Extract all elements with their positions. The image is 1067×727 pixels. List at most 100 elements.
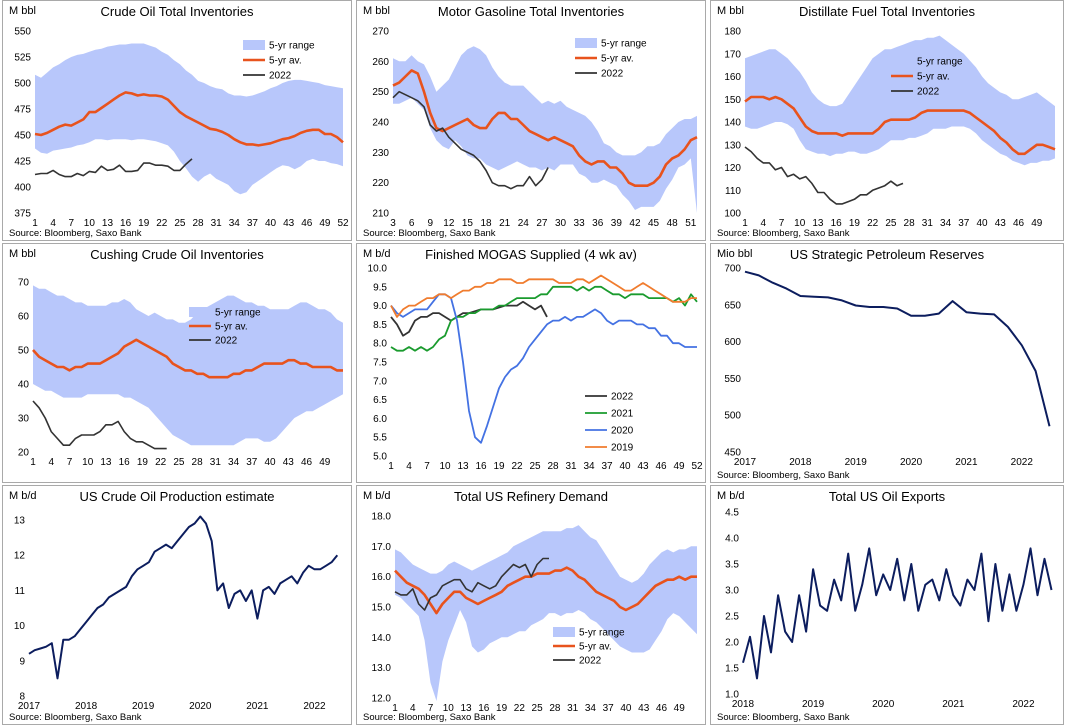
x-tick-label: 46 (301, 218, 313, 229)
x-tick-label: 31 (567, 703, 579, 714)
legend-label: 5-yr range (917, 57, 963, 68)
source-note: Source: Bloomberg, Saxo Bank (9, 712, 144, 723)
x-tick-label: 13 (460, 703, 472, 714)
legend-label: 2022 (579, 656, 602, 667)
y-tick-label: 7.5 (373, 358, 387, 369)
x-tick-label: 37 (601, 461, 613, 472)
x-tick-label: 28 (192, 457, 204, 468)
x-tick-label: 43 (637, 461, 649, 472)
x-tick-label: 13 (102, 218, 114, 229)
x-tick-label: 22 (511, 461, 523, 472)
x-tick-label: 2022 (303, 701, 326, 712)
panel-motor-gasoline: 210 220 230 240 250 260 270 3 6 9 12 15 18 21 24 27 30 33… (356, 0, 706, 241)
series-line (32, 338, 343, 379)
y-tick-label: 12.0 (372, 694, 392, 705)
x-tick-label: 49 (674, 703, 686, 714)
x-tick-label: 19 (496, 703, 508, 714)
y-tick-label: 500 (14, 79, 31, 90)
x-tick-label: 16 (831, 218, 843, 229)
legend-swatch (243, 40, 265, 50)
y-tick-label: 20 (18, 448, 30, 459)
x-tick-label: 10 (443, 703, 455, 714)
y-tick-label: 260 (372, 57, 389, 68)
x-tick-label: 16 (120, 218, 132, 229)
y-tick-label: 3.5 (725, 560, 739, 571)
y-tick-label: 30 (18, 414, 30, 425)
y-tick-label: 600 (724, 337, 741, 348)
y-tick-label: 550 (14, 27, 31, 38)
x-tick-label: 40 (264, 457, 276, 468)
y-tick-label: 9.0 (373, 301, 387, 312)
y-tick-label: 210 (372, 209, 389, 220)
x-tick-label: 43 (283, 218, 295, 229)
y-tick-label: 5.5 (373, 433, 387, 444)
panel-exports: 1.0 1.5 2.0 2.5 3.0 3.5 4.0 4.5 2018 2019 2020 2021… (710, 485, 1064, 725)
legend-label: 5-yr av. (917, 72, 950, 83)
x-tick-label: 31 (922, 218, 934, 229)
x-tick-label: 46 (656, 703, 668, 714)
chart-title: Crude Oil Total Inventories (100, 4, 254, 19)
chart-title: Total US Oil Exports (828, 489, 946, 504)
x-tick-label: 2017 (734, 457, 757, 468)
x-tick-label: 7 (779, 218, 785, 229)
x-tick-label: 51 (685, 218, 697, 229)
series-line (390, 293, 697, 444)
x-tick-label: 9 (427, 218, 433, 229)
series-line (744, 270, 1051, 427)
x-tick-label: 19 (138, 218, 150, 229)
y-tick-label: 525 (14, 53, 31, 64)
y-tick-label: 6.0 (373, 414, 387, 425)
y-tick-label: 425 (14, 157, 31, 168)
x-tick-label: 52 (691, 461, 703, 472)
x-tick-label: 2022 (1012, 699, 1035, 710)
x-tick-label: 22 (155, 457, 167, 468)
panel-mogas: 5.0 5.5 6.0 6.5 7.0 7.5 8.0 8.5 9.0 9.5 10.0 1 4 7 10 1… (356, 243, 706, 483)
x-tick-label: 4 (410, 703, 416, 714)
y-tick-label: 170 (724, 49, 741, 60)
y-tick-label: 12 (14, 551, 26, 562)
chart-title: Cushing Crude Oil Inventories (90, 247, 264, 262)
y-tick-label: 240 (372, 118, 389, 129)
x-tick-label: 2018 (789, 457, 812, 468)
x-tick-label: 31 (565, 461, 577, 472)
legend-label: 5-yr range (269, 41, 315, 52)
legend-swatch (891, 56, 913, 66)
x-tick-label: 42 (629, 218, 641, 229)
legend-label: 5-yr range (579, 628, 625, 639)
series-line (390, 300, 548, 337)
legend-label: 2022 (611, 392, 634, 403)
panel-refinery: 12.0 13.0 14.0 15.0 16.0 17.0 18.0 1 4 7 10 13 16 19 2… (356, 485, 706, 725)
chart-title: Total US Refinery Demand (454, 489, 608, 504)
y-tick-label: 2.0 (725, 638, 739, 649)
x-tick-label: 40 (619, 461, 631, 472)
chart-svg: 450 500 550 600 650 700 2017 2018 2019 2020 2021 20… (724, 264, 1051, 468)
x-tick-label: 49 (319, 457, 331, 468)
y-tick-label: 400 (14, 183, 31, 194)
x-tick-label: 4 (50, 218, 56, 229)
x-tick-label: 40 (976, 218, 988, 229)
x-tick-label: 7 (424, 461, 430, 472)
legend-label: 2022 (917, 87, 940, 98)
x-tick-label: 25 (532, 703, 544, 714)
chart-title: Motor Gasoline Total Inventories (437, 4, 625, 19)
x-tick-label: 49 (1031, 218, 1043, 229)
chart-svg: 8 9 10 11 12 13 2017 2018 2019 2020 2021 2022 (14, 515, 339, 712)
source-note: Source: Bloomberg, Saxo Bank (9, 228, 144, 239)
series-line (34, 158, 193, 178)
x-tick-label: 2018 (75, 701, 98, 712)
x-tick-label: 22 (867, 218, 879, 229)
unit-label: M b/d (363, 490, 391, 502)
x-tick-label: 2020 (900, 457, 923, 468)
y-tick-label: 11 (15, 586, 26, 597)
x-tick-label: 40 (620, 703, 632, 714)
y-tick-label: 17.0 (372, 542, 392, 553)
y-tick-label: 8.5 (373, 320, 387, 331)
series-line (34, 91, 344, 147)
x-tick-label: 7 (68, 218, 74, 229)
y-tick-label: 9.5 (373, 282, 387, 293)
x-tick-label: 39 (611, 218, 623, 229)
x-tick-label: 25 (885, 218, 897, 229)
legend-label: 5-yr range (601, 39, 647, 50)
x-tick-label: 1 (30, 457, 36, 468)
